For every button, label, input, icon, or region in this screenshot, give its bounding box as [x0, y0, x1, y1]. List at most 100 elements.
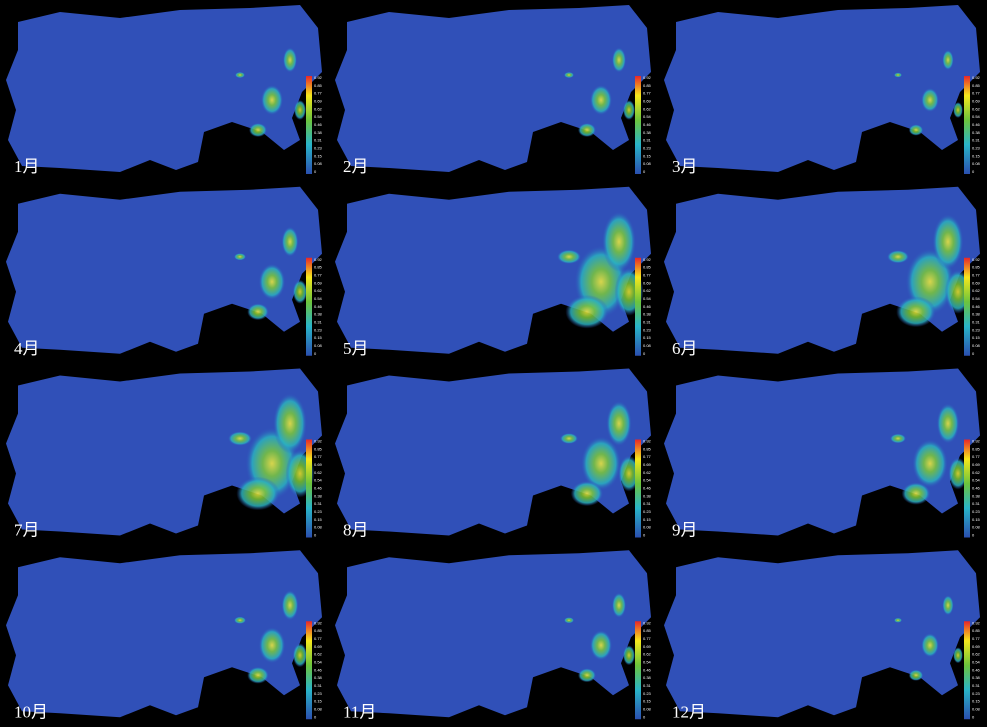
hotspot — [234, 253, 246, 260]
colorbar-label: 0.62 — [643, 470, 652, 475]
month-label: 1月 — [14, 157, 40, 176]
month-label: 8月 — [343, 521, 369, 540]
colorbar-label: 0.31 — [314, 501, 323, 506]
hotspot — [890, 434, 906, 444]
colorbar-label: 0.38 — [314, 675, 323, 680]
hotspot — [953, 647, 963, 663]
colorbar-label: 0.15 — [314, 517, 323, 522]
colorbar-label: 0.62 — [314, 106, 323, 111]
hotspot — [894, 73, 902, 78]
colorbar-label: 0.54 — [314, 478, 323, 483]
hotspot — [942, 595, 953, 615]
colorbar-label: 0.62 — [314, 652, 323, 657]
colorbar-label: 0.85 — [314, 265, 323, 270]
colorbar — [964, 258, 970, 356]
colorbar-label: 0.92 — [972, 439, 981, 444]
colorbar-label: 0.62 — [314, 288, 323, 293]
colorbar-label: 0.38 — [314, 312, 323, 317]
colorbar-label: 0.69 — [314, 99, 323, 104]
hotspot — [602, 212, 636, 272]
colorbar-label: 0.31 — [972, 138, 981, 143]
colorbar-label: 0.77 — [972, 91, 981, 96]
colorbar-label: 0.31 — [314, 138, 323, 143]
colorbar-label: 0.77 — [643, 454, 652, 459]
colorbar-label: 0.31 — [314, 683, 323, 688]
colorbar-label: 0.08 — [314, 525, 323, 530]
hotspot — [557, 250, 581, 264]
colorbar-label: 0.92 — [643, 439, 652, 444]
colorbar-label: 0.31 — [972, 501, 981, 506]
hotspot — [228, 431, 252, 445]
hotspot — [249, 123, 267, 137]
colorbar-label: 0.23 — [314, 691, 323, 696]
colorbar-label: 0.62 — [643, 652, 652, 657]
colorbar-label: 0.92 — [643, 620, 652, 625]
colorbar-label: 0.15 — [314, 699, 323, 704]
month-label: 6月 — [672, 339, 698, 358]
hotspot — [912, 440, 947, 488]
colorbar-label: 0.62 — [972, 106, 981, 111]
colorbar-label: 0.77 — [643, 636, 652, 641]
hotspot — [564, 72, 574, 78]
colorbar-label: 0.46 — [314, 486, 323, 491]
colorbar-label: 0.23 — [972, 327, 981, 332]
colorbar-label: 0.54 — [643, 114, 652, 119]
colorbar — [306, 440, 312, 538]
colorbar-label: 0.85 — [972, 628, 981, 633]
colorbar-label: 0.46 — [972, 667, 981, 672]
hotspot — [259, 627, 285, 663]
hotspot — [578, 123, 596, 137]
hotspot — [623, 645, 635, 665]
colorbar-label: 0.23 — [643, 327, 652, 332]
colorbar-label: 0.92 — [314, 439, 323, 444]
month-label: 11月 — [343, 702, 376, 721]
colorbar-label: 0.38 — [643, 493, 652, 498]
month-label: 3月 — [672, 157, 698, 176]
colorbar-label: 0.15 — [643, 699, 652, 704]
colorbar-label: 0.85 — [314, 83, 323, 88]
colorbar-label: 0.85 — [643, 265, 652, 270]
colorbar-label: 0.08 — [972, 343, 981, 348]
month-label: 4月 — [14, 339, 40, 358]
hotspot — [953, 102, 963, 118]
hotspot — [282, 590, 299, 620]
colorbar-label: 0.15 — [643, 335, 652, 340]
colorbar-label: 0.69 — [643, 99, 652, 104]
colorbar-label: 0.54 — [314, 659, 323, 664]
colorbar-label: 0.85 — [972, 265, 981, 270]
colorbar-label: 0.15 — [643, 517, 652, 522]
colorbar-label: 0.23 — [314, 509, 323, 514]
hotspot — [234, 617, 246, 624]
colorbar-label: 0.23 — [643, 509, 652, 514]
hotspot — [612, 48, 626, 73]
colorbar-label: 0.92 — [314, 620, 323, 625]
hotspot — [933, 214, 964, 269]
colorbar-label: 0.92 — [972, 257, 981, 262]
colorbar-label: 0.23 — [314, 327, 323, 332]
colorbar-label: 0.85 — [643, 446, 652, 451]
colorbar-label: 0.62 — [314, 470, 323, 475]
hotspot — [565, 295, 608, 329]
colorbar-label: 0.31 — [314, 319, 323, 324]
colorbar-label: 0.23 — [972, 509, 981, 514]
colorbar — [964, 76, 970, 174]
colorbar-label: 0.77 — [643, 91, 652, 96]
colorbar-label: 0.31 — [972, 319, 981, 324]
month-label: 12月 — [672, 702, 706, 721]
colorbar-label: 0.08 — [314, 343, 323, 348]
colorbar — [306, 258, 312, 356]
colorbar-label: 0.38 — [314, 130, 323, 135]
colorbar-label: 0.69 — [314, 280, 323, 285]
hotspot — [235, 72, 245, 78]
colorbar-label: 0.69 — [972, 644, 981, 649]
colorbar-label: 0.54 — [643, 659, 652, 664]
colorbar-label: 0.77 — [972, 272, 981, 277]
page: 0.92 0.85 0.77 0.69 0.62 0.54 0.46 0.38 0.31 0.23… — [0, 0, 987, 727]
colorbar-label: 0.77 — [643, 272, 652, 277]
colorbar-label: 0.85 — [643, 83, 652, 88]
colorbar-label: 0.08 — [643, 525, 652, 530]
hotspot — [294, 100, 306, 120]
colorbar-label: 0.38 — [972, 493, 981, 498]
colorbar-label: 0.54 — [972, 296, 981, 301]
hotspot — [247, 667, 269, 684]
